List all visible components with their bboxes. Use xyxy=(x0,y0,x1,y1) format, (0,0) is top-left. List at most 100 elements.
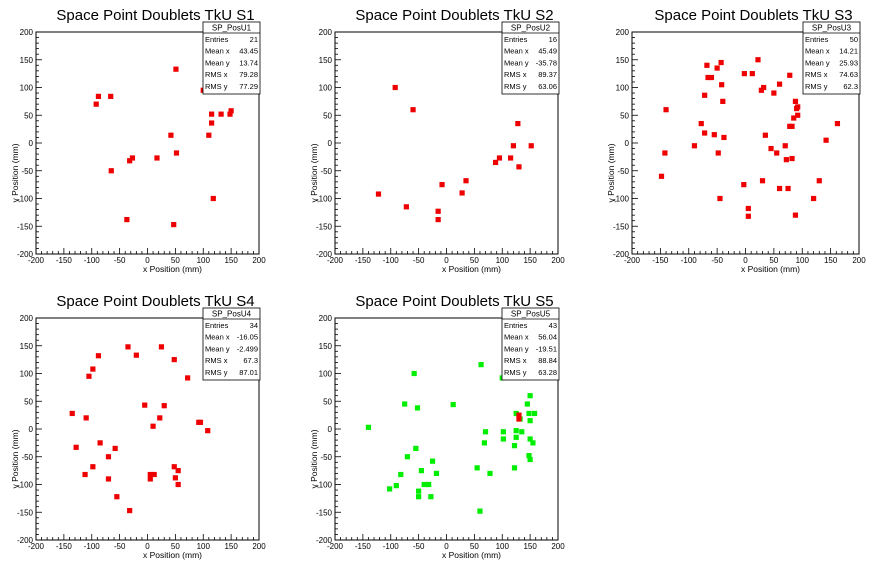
y-axis-label: y Position (mm) xyxy=(10,429,20,488)
data-point xyxy=(530,440,536,446)
y-tick-label: -50 xyxy=(21,453,33,462)
data-point xyxy=(416,488,422,494)
y-tick-label: 150 xyxy=(319,342,333,351)
data-point xyxy=(157,415,163,421)
x-tick-label: 200 xyxy=(852,256,866,265)
data-point xyxy=(741,182,747,188)
data-point xyxy=(398,471,404,478)
data-point xyxy=(513,434,519,440)
data-point xyxy=(93,101,99,107)
data-points xyxy=(365,362,538,514)
data-point xyxy=(209,111,215,117)
data-point xyxy=(762,132,768,138)
stats-label: Entries xyxy=(504,35,528,44)
stats-value: 88.84 xyxy=(538,356,557,365)
x-tick-label: 0 xyxy=(444,256,449,265)
x-tick-label: -150 xyxy=(355,256,372,265)
data-point xyxy=(487,470,493,476)
stats-value: 34 xyxy=(250,321,258,330)
y-tick-label: -100 xyxy=(17,195,34,204)
data-point xyxy=(147,471,153,478)
data-point xyxy=(185,375,191,381)
stats-value: 43 xyxy=(549,321,557,330)
x-tick-label: -150 xyxy=(652,256,669,265)
data-point xyxy=(450,401,456,408)
data-point xyxy=(205,428,211,434)
stats-name: SP_PosU3 xyxy=(812,24,852,33)
chart-title: Space Point Doublets TkU S5 xyxy=(355,293,553,310)
stats-label: Entries xyxy=(504,321,528,330)
stats-box: SP_PosU5 Entries 43 Mean x 56.04 Mean y -19.51… xyxy=(501,307,560,381)
data-point xyxy=(105,476,112,482)
y-tick-label: 50 xyxy=(620,111,629,120)
data-point xyxy=(435,216,441,223)
data-point xyxy=(527,393,533,399)
stats-value: 45.49 xyxy=(538,47,557,56)
data-point xyxy=(783,157,789,163)
data-point xyxy=(510,143,516,149)
data-point xyxy=(527,436,533,442)
x-tick-label: 150 xyxy=(824,256,838,265)
stats-box-frame xyxy=(501,21,560,95)
y-tick-label: 50 xyxy=(323,111,332,120)
data-point xyxy=(702,130,708,136)
x-tick-label: -150 xyxy=(56,256,73,265)
data-point xyxy=(691,143,698,149)
data-point xyxy=(428,494,434,500)
data-point xyxy=(811,195,817,202)
data-point xyxy=(477,508,483,514)
x-tick-label: -50 xyxy=(711,256,723,265)
data-point xyxy=(175,468,181,474)
x-tick-label: -100 xyxy=(84,256,101,265)
data-point xyxy=(150,423,156,429)
stats-label: RMS x xyxy=(205,70,228,79)
stats-box: SP_PosU2 Entries 16 Mean x 45.49 Mean y -35.78… xyxy=(501,21,560,95)
stats-label: Mean y xyxy=(205,344,230,353)
data-point xyxy=(375,191,382,197)
x-axis-label: x Position (mm) xyxy=(442,550,501,560)
y-axis-label: y Position (mm) xyxy=(10,143,20,202)
data-point xyxy=(147,476,153,482)
y-axis-label: y Position (mm) xyxy=(606,143,616,202)
data-point xyxy=(402,401,408,407)
stats-label: Mean x xyxy=(504,333,529,342)
y-axis-label: y Position (mm) xyxy=(309,143,319,202)
x-tick-label: 100 xyxy=(197,542,211,551)
data-point xyxy=(459,190,465,196)
stats-label: Mean x xyxy=(205,333,230,342)
y-tick-label: 150 xyxy=(616,56,630,65)
stats-value: 16 xyxy=(549,35,557,44)
data-point xyxy=(719,82,725,88)
data-point xyxy=(782,143,788,149)
chart-title: Space Point Doublets TkU S1 xyxy=(56,7,254,24)
stats-label: RMS x xyxy=(504,356,527,365)
data-point xyxy=(758,87,764,93)
stats-value: 79.28 xyxy=(239,70,258,79)
stats-label: RMS x xyxy=(205,356,228,365)
y-tick-label: -200 xyxy=(316,250,333,259)
stats-label: RMS y xyxy=(805,82,828,91)
stats-value: 25.93 xyxy=(839,58,858,67)
data-point xyxy=(500,429,506,435)
data-point xyxy=(413,445,419,452)
data-point xyxy=(768,145,774,152)
y-tick-label: 50 xyxy=(323,397,332,406)
data-points xyxy=(375,84,534,223)
data-point xyxy=(715,150,721,156)
y-tick-label: -200 xyxy=(613,250,630,259)
x-axis-label: x Position (mm) xyxy=(143,264,202,274)
data-point xyxy=(463,178,469,184)
data-point xyxy=(218,111,224,117)
chart-panel-5: Space Point Doublets TkU S5 -200 -150 -100 -… xyxy=(309,293,565,560)
data-point xyxy=(662,150,668,156)
y-tick-label: 100 xyxy=(616,84,630,93)
data-point xyxy=(108,168,114,174)
data-point xyxy=(776,81,783,87)
data-point xyxy=(698,120,704,127)
stats-label: Mean y xyxy=(504,58,529,67)
stats-label: RMS x xyxy=(504,70,527,79)
x-tick-label: 0 xyxy=(743,256,748,265)
data-point xyxy=(227,111,233,117)
stats-value: 77.29 xyxy=(239,82,258,91)
